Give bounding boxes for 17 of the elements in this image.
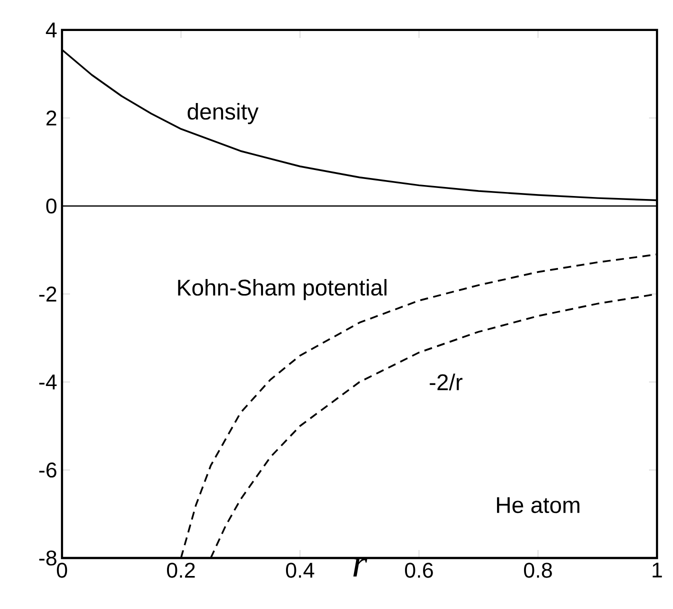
y-tick-label: 0 [46,198,56,214]
y-tick-label: -4 [39,374,57,390]
y-tick-label: 4 [46,22,57,38]
y-tick-label: -2 [39,286,56,302]
x-tick-label: 0 [56,562,68,578]
y-tick-label: 2 [46,110,56,126]
annotation: -2/r [430,374,462,390]
x-tick-label: 0.2 [167,562,195,578]
annotation: He atom [497,497,580,514]
x-tick-label: 0.6 [405,562,433,578]
y-tick-label: -6 [39,462,56,478]
x-tick-label: 1 [652,562,662,578]
annotation: density [188,103,259,124]
x-tick-label: 0.4 [286,562,314,578]
x-tick-label: 0.8 [524,562,552,578]
y-tick-label: -8 [39,550,56,566]
annotation: Kohn-Sham potential [178,279,386,300]
